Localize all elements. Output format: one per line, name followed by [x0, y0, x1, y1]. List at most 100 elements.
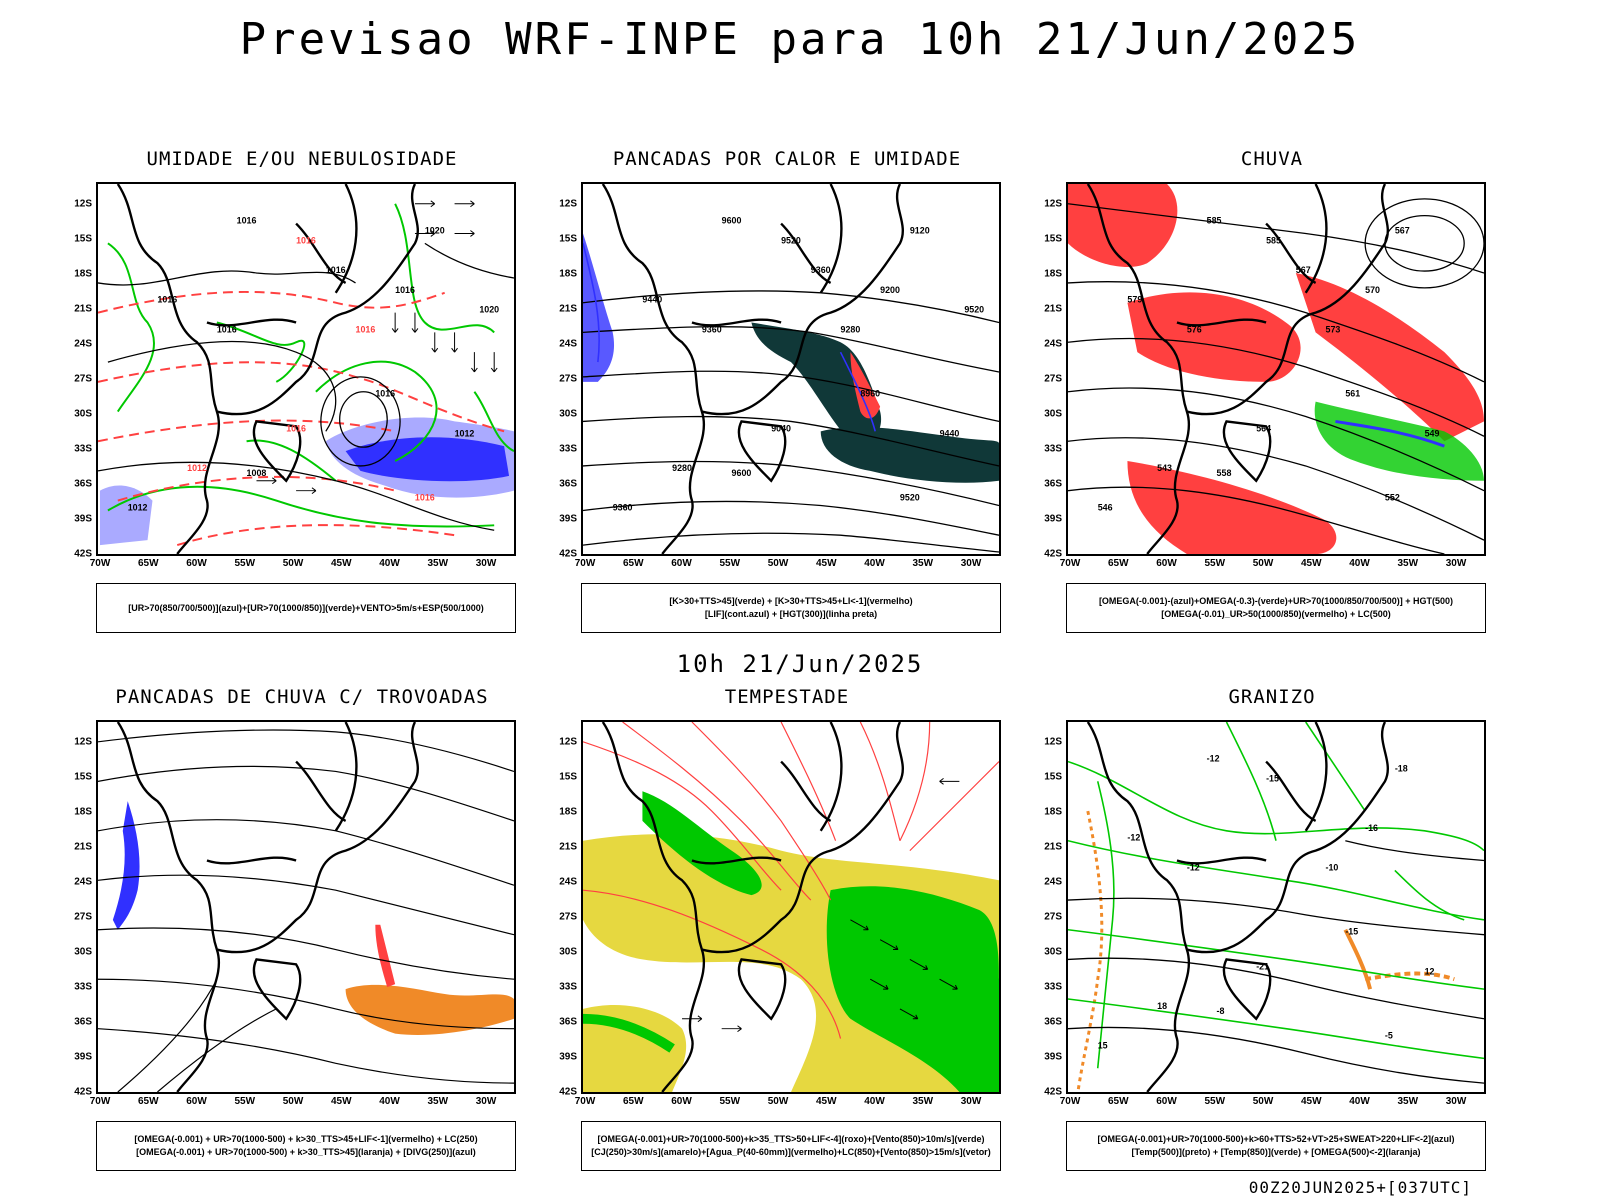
longitude-tick-label: 35W	[912, 1096, 934, 1107]
latitude-tick-label: 24S	[559, 338, 577, 350]
contour-label: 9280	[841, 324, 861, 334]
contour-label: 1020	[425, 225, 445, 235]
panel-title: UMIDADE E/OU NEBULOSIDADE	[146, 148, 458, 170]
latitude-tick-label: 18S	[1044, 806, 1062, 818]
contour-label: 9600	[732, 468, 752, 478]
longitude-axis: 70W 65W 60W 55W 50W 45W 40W 35W 30W	[90, 558, 516, 572]
contour-label: 9440	[642, 295, 662, 305]
longitude-tick-label: 55W	[1204, 558, 1226, 569]
longitude-tick-label: 45W	[330, 558, 352, 569]
latitude-tick-label: 12S	[74, 198, 92, 210]
longitude-tick-label: 65W	[1107, 1096, 1129, 1107]
latitude-tick-label: 24S	[74, 338, 92, 350]
legend-line: [OMEGA(-0.001)+UR>70(1000-500)+k>60+TTS>…	[1097, 1134, 1455, 1144]
latitude-tick-label: 42S	[74, 548, 92, 560]
contour-label: -21	[1256, 961, 1269, 971]
legend-line: [OMEGA(-0.001) + UR>70(1000-500) + k>30_…	[134, 1134, 478, 1144]
contour-label: -18	[1395, 763, 1408, 773]
longitude-tick-label: 55W	[234, 558, 256, 569]
latitude-tick-label: 36S	[74, 478, 92, 490]
longitude-axis: 70W 65W 60W 55W 50W 45W 40W 35W 30W	[575, 558, 1001, 572]
contour-label: 567	[1296, 265, 1311, 275]
panel-trovoadas: PANCADAS DE CHUVA C/ TROVOADAS 12S 15S 18S…	[52, 686, 552, 1176]
panel-pancadas-calor: PANCADAS POR CALOR E UMIDADE 12S 15S 18S 21…	[537, 148, 1037, 638]
map-layer: 1016 1016 1016 1016 1016 1016 1020 1016 1016 1008…	[98, 184, 514, 554]
map-layer: 585 585 579 576 573 570 567 564 561 558 552 549 546 5…	[1068, 184, 1484, 554]
latitude-tick-label: 18S	[559, 268, 577, 280]
latitude-tick-label: 18S	[559, 806, 577, 818]
map-chuva: 585 585 579 576 573 570 567 564 561 558 552 549 546 5…	[1066, 182, 1486, 556]
latitude-tick-label: 21S	[559, 303, 577, 315]
longitude-axis: 70W 65W 60W 55W 50W 45W 40W 35W 30W	[575, 1096, 1001, 1110]
longitude-tick-label: 60W	[671, 558, 692, 569]
longitude-tick-label: 65W	[137, 558, 159, 569]
map-tempestade	[581, 720, 1001, 1094]
longitude-tick-label: 30W	[475, 558, 497, 569]
contour-label: 552	[1385, 493, 1400, 503]
map-layer	[583, 722, 999, 1092]
contour-label: 546	[1098, 502, 1113, 512]
latitude-tick-label: 18S	[74, 268, 92, 280]
latitude-tick-label: 24S	[1044, 876, 1062, 888]
longitude-tick-label: 50W	[767, 558, 789, 569]
latitude-axis: 12S 15S 18S 21S 24S 27S 30S 33S 36S 39S 42S	[52, 182, 96, 560]
longitude-tick-label: 65W	[622, 1096, 644, 1107]
contour-label: -10	[1326, 862, 1339, 872]
longitude-tick-label: 55W	[719, 1096, 741, 1107]
longitude-tick-label: 45W	[1300, 1096, 1322, 1107]
panel-title: TEMPESTADE	[724, 686, 850, 708]
contour-label: 9600	[722, 216, 742, 226]
contour-label: 1016	[375, 389, 395, 399]
contour-label: 9440	[940, 428, 960, 438]
longitude-tick-label: 70W	[574, 558, 596, 569]
panel-chuva: CHUVA 12S 15S 18S 21S 24S 27S 30S 33S 36S 39S 42S	[1022, 148, 1522, 638]
latitude-tick-label: 18S	[1044, 268, 1062, 280]
contour-label: 1016	[157, 295, 177, 305]
longitude-tick-label: 70W	[1059, 1096, 1081, 1107]
contour-label: 1016	[326, 265, 346, 275]
contour-label: 1020	[479, 305, 499, 315]
latitude-tick-label: 30S	[74, 408, 92, 420]
map-layer	[98, 722, 514, 1092]
longitude-tick-label: 55W	[719, 558, 741, 569]
contour-label: 564	[1256, 423, 1271, 433]
latitude-tick-label: 36S	[1044, 1016, 1062, 1028]
latitude-tick-label: 36S	[559, 1016, 577, 1028]
legend-line: [OMEGA(-0.001)+UR>70(1000-500)+k>35_TTS>…	[597, 1134, 985, 1144]
main-title: Previsao WRF-INPE para 10h 21/Jun/2025	[239, 14, 1361, 65]
contour-label: 8960	[860, 389, 880, 399]
latitude-tick-label: 15S	[1044, 233, 1062, 245]
latitude-tick-label: 30S	[1044, 408, 1062, 420]
longitude-tick-label: 60W	[1156, 1096, 1177, 1107]
contour-label: 9360	[613, 502, 633, 512]
legend-box: [OMEGA(-0.001)+UR>70(1000-500)+k>60+TTS>…	[1066, 1121, 1486, 1171]
contour-label: 9360	[702, 324, 722, 334]
legend-box: [OMEGA(-0.001) + UR>70(1000-500) + k>30_…	[96, 1121, 516, 1171]
legend-line: [CJ(250)>30m/s](amarelo)+[Agua_P(40-60mm…	[591, 1147, 991, 1157]
forecast-time-label: 10h 21/Jun/2025	[676, 650, 924, 678]
contour-label: 549	[1425, 428, 1440, 438]
longitude-tick-label: 45W	[815, 558, 837, 569]
contour-label: 9520	[900, 493, 920, 503]
contour-label: 1016	[356, 324, 376, 334]
contour-label: 1012	[128, 502, 148, 512]
contour-label: 1016	[237, 216, 257, 226]
longitude-tick-label: 55W	[234, 1096, 256, 1107]
contour-label: 576	[1187, 324, 1202, 334]
contour-label: 1012	[187, 463, 207, 473]
contour-label: -8	[1217, 1006, 1225, 1016]
longitude-tick-label: 40W	[379, 558, 400, 569]
latitude-tick-label: 42S	[1044, 548, 1062, 560]
contour-label: 9520	[964, 305, 984, 315]
latitude-tick-label: 15S	[559, 233, 577, 245]
latitude-tick-label: 12S	[559, 736, 577, 748]
longitude-tick-label: 30W	[1445, 558, 1467, 569]
longitude-tick-label: 70W	[89, 1096, 111, 1107]
contour-label: 9200	[880, 285, 900, 295]
panel-title: PANCADAS DE CHUVA C/ TROVOADAS	[115, 686, 489, 708]
contour-label: -5	[1385, 1031, 1393, 1041]
contour-label: 585	[1207, 216, 1222, 226]
longitude-tick-label: 30W	[475, 1096, 497, 1107]
contour-label: 567	[1395, 225, 1410, 235]
contour-label: 9520	[781, 235, 801, 245]
